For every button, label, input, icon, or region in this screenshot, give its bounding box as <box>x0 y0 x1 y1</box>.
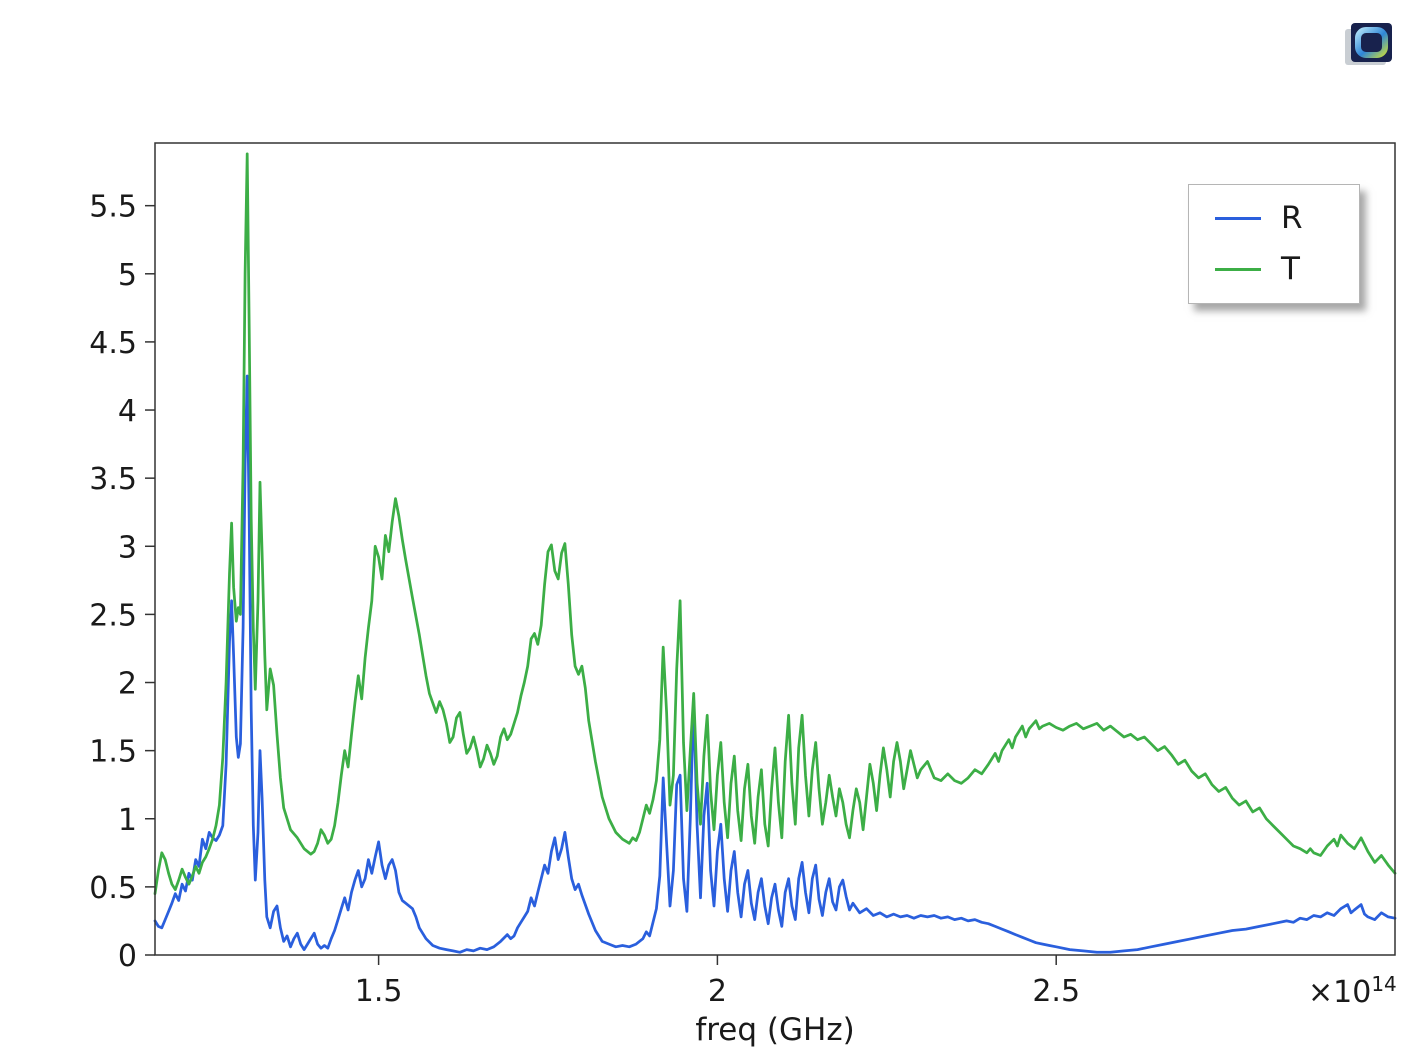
y-tick-label: 3 <box>118 530 137 565</box>
y-tick-label: 4 <box>118 394 137 429</box>
comsol-logo-icon <box>1343 20 1395 68</box>
legend-line-sample-R <box>1215 217 1261 220</box>
y-tick-label: 3.5 <box>89 462 137 497</box>
x-axis-multiplier: ×1014 <box>1308 972 1397 1010</box>
series-line-T <box>153 152 1397 896</box>
y-tick-label: 5 <box>118 258 137 293</box>
legend: R T <box>1188 184 1360 304</box>
y-tick-label: 5.5 <box>89 190 137 225</box>
x-tick-label: 2.5 <box>1032 974 1080 1009</box>
y-tick-label: 0 <box>118 939 137 974</box>
y-tick-label: 1 <box>118 803 137 838</box>
x-tick-label: 1.5 <box>355 974 403 1009</box>
legend-label-R: R <box>1281 200 1303 236</box>
legend-label-T: T <box>1281 251 1300 287</box>
legend-entry-R: R <box>1215 203 1333 234</box>
legend-line-sample-T <box>1215 268 1261 271</box>
series-line-R <box>153 374 1397 954</box>
x-axis-multiplier-base: ×10 <box>1308 975 1372 1010</box>
x-axis-label: freq (GHz) <box>695 1012 855 1048</box>
x-axis-multiplier-exponent: 14 <box>1371 972 1397 996</box>
y-tick-label: 2.5 <box>89 598 137 633</box>
y-tick-label: 4.5 <box>89 326 137 361</box>
y-tick-label: 2 <box>118 667 137 702</box>
y-tick-label: 1.5 <box>89 735 137 770</box>
legend-entry-T: T <box>1215 254 1333 285</box>
plot-frame <box>154 142 1396 956</box>
y-tick-label: 0.5 <box>89 871 137 906</box>
x-tick-label: 2 <box>708 974 727 1009</box>
